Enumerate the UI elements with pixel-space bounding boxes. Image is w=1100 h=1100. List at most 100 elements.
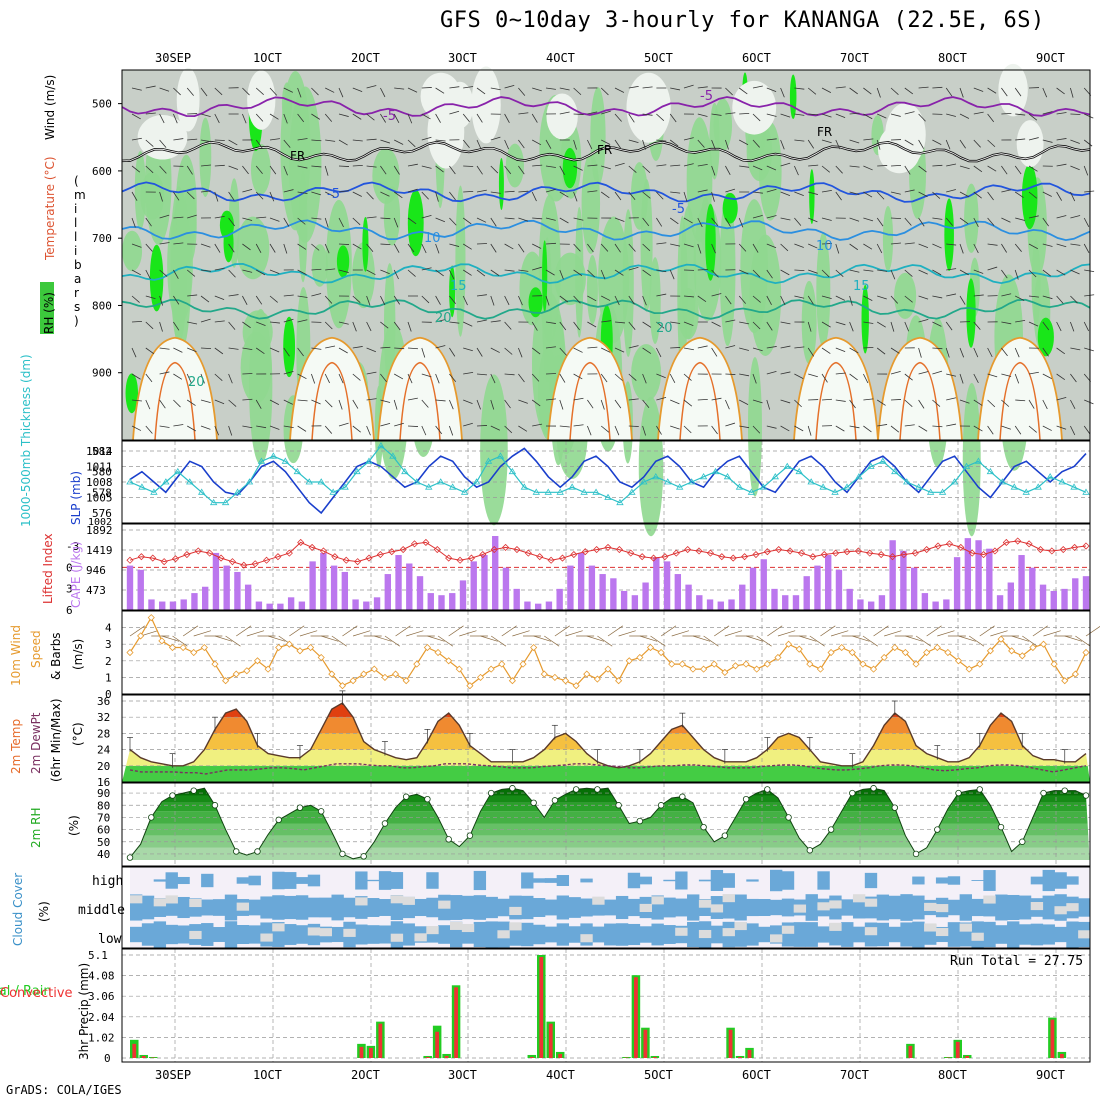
wind-barb [877, 295, 887, 300]
wind-barb [987, 217, 995, 226]
wind-barb [711, 243, 716, 254]
wind-barb [683, 295, 694, 298]
cloud-cell [450, 895, 463, 920]
wind-barb [1011, 635, 1029, 642]
cape-bar [803, 576, 810, 610]
cloud-cell [438, 925, 451, 944]
wind-barb [159, 214, 170, 219]
wind-barb [1001, 321, 1012, 325]
wind-barb [821, 373, 828, 383]
wind-barb [656, 217, 663, 227]
wind-barb [504, 347, 513, 355]
wind-barb [884, 630, 902, 637]
wind-barb [173, 269, 179, 279]
wind-barb [973, 373, 979, 384]
wind-barb [393, 217, 399, 228]
wind-barb [587, 321, 597, 328]
rh-shade [630, 162, 648, 230]
thickness-point [640, 478, 648, 485]
wind-barb [145, 295, 156, 300]
cape-bar [234, 571, 241, 610]
wind-barb [1083, 139, 1093, 147]
wind-barb [421, 295, 430, 304]
lifted-index-point [752, 550, 760, 559]
wind-barb [504, 139, 510, 150]
wind-axis-label: Wind (m/s) [43, 75, 57, 140]
cloud-cell [331, 926, 344, 943]
wind-barb [1001, 112, 1012, 115]
wind-barb [711, 293, 722, 297]
thickness-point [150, 488, 158, 495]
wind-barb [959, 113, 970, 119]
thickness-point [389, 452, 397, 459]
cape-bar [244, 584, 252, 610]
cloud-cell [805, 922, 818, 947]
cloud-cell [236, 924, 250, 945]
wind-barb [395, 625, 411, 637]
wind-barb [767, 625, 783, 637]
wind-barb [532, 423, 543, 427]
warm-contour-inner [899, 361, 941, 441]
dewpt-axis-label: 2m DewPt [29, 712, 43, 774]
wind-barb [628, 398, 639, 401]
wind-barb [518, 347, 523, 358]
wind-barb [393, 113, 400, 124]
thickness-point [867, 462, 875, 469]
cloud-cell [971, 898, 984, 917]
cloud-cell [698, 879, 712, 882]
wind-barb [324, 399, 333, 408]
wind-barb [214, 320, 225, 323]
rh-dry-shade [732, 80, 777, 135]
precip-conv-bar [444, 1055, 449, 1058]
wind-barb [131, 137, 142, 141]
wind-speed-point [763, 660, 771, 668]
wind-barb [904, 217, 912, 226]
wind-barb [283, 139, 291, 148]
wind-barb [449, 165, 456, 175]
wind-barb [601, 110, 611, 115]
wind-barb [1028, 425, 1037, 433]
wind-barb [504, 373, 515, 376]
wind-barb [214, 425, 220, 436]
contour-label: FR [290, 149, 305, 163]
wind-barb [463, 399, 473, 404]
wind-barb [380, 243, 391, 246]
thickness-point [425, 483, 433, 490]
wind-barb [159, 242, 170, 245]
thickness-point [1082, 488, 1090, 495]
wind-barb [256, 216, 267, 219]
wind-barb [421, 425, 427, 436]
lifted-index-point [410, 540, 419, 548]
cloud-cell [426, 872, 439, 889]
wind-barb [904, 373, 913, 381]
wind-barb [725, 188, 736, 193]
precip-conv-bar [378, 1023, 383, 1058]
cloud-cell [1066, 876, 1079, 885]
wind-barb [573, 347, 583, 353]
cloud-cell [236, 877, 250, 884]
temp-tick-label: 36 [97, 695, 110, 708]
wind-barb [1064, 635, 1083, 642]
wind-barb [766, 188, 777, 193]
lifted-index-point [911, 549, 919, 557]
temp-band [122, 749, 1090, 766]
thickness-point [269, 452, 278, 459]
wind-barb [554, 625, 570, 637]
rh-high-shade [336, 245, 350, 278]
top-date-label: 5OCT [644, 51, 673, 65]
wind-barb [338, 243, 350, 245]
cloud-gap [509, 922, 522, 931]
wind-barb [849, 269, 860, 273]
cape-bar [910, 567, 918, 610]
wind-barb [559, 111, 570, 115]
wind-speed-point [137, 632, 145, 640]
cloud-gap [307, 927, 321, 936]
wind-barb [777, 630, 796, 637]
wind-barb [876, 321, 886, 328]
wind-barb [932, 399, 941, 407]
cape-bar [835, 569, 843, 610]
cape-bar [438, 595, 445, 610]
rh-shade [801, 280, 817, 365]
wind-barb [352, 321, 357, 332]
